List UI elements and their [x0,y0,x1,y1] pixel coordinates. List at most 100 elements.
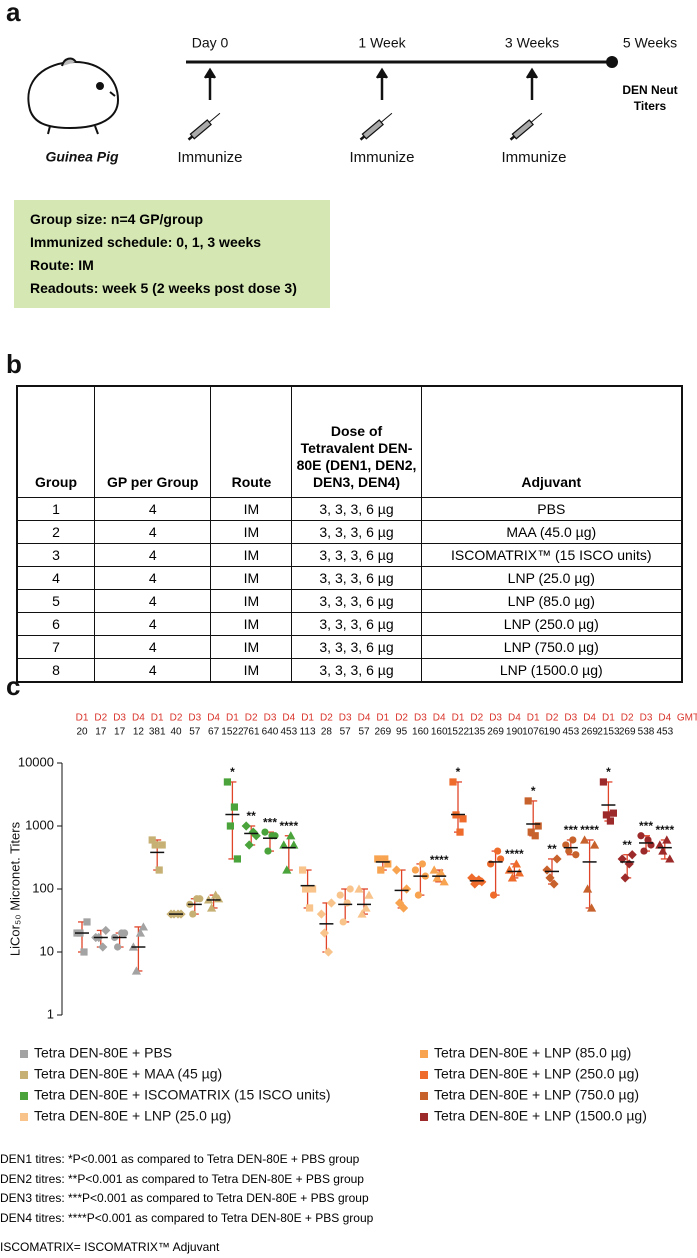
footnote: DEN2 titres: **P<0.001 as compared to Te… [0,1171,364,1186]
point [101,925,111,936]
point [226,822,234,830]
significance: *** [639,819,653,833]
header-cell: Dose of Tetravalent DEN-80E (DEN1, DEN2,… [291,385,422,498]
table-cell: IM [210,589,293,613]
table-cell: 4 [94,497,212,521]
significance: **** [279,819,298,833]
serotype-label: D3 [264,713,277,724]
time-label: 5 Weeks [623,35,677,51]
point [565,847,573,855]
table-cell: 3, 3, 3, 6 µg [291,543,422,567]
table-cell: 3, 3, 3, 6 µg [291,520,422,544]
point [534,822,542,830]
table-cell: IM [210,497,293,521]
point [511,859,521,868]
table-cell: 3, 3, 3, 6 µg [291,497,422,521]
serotype-label: D4 [358,713,371,724]
significance: **** [580,823,599,837]
dot-chart: 1 10 100 1000 10000 LiCor₅₀ Micronet. Titers D… [7,713,697,1124]
table-cell: 3, 3, 3, 6 µg [291,566,422,590]
point [121,929,129,937]
point [264,847,272,855]
point [357,909,367,918]
point [531,832,539,840]
legend-label: Tetra DEN-80E + ISCOMATRIX (15 ISCO unit… [34,1087,331,1103]
table-cell: 4 [94,520,212,544]
point [316,909,326,919]
serotype-label: D4 [282,713,295,724]
point [459,815,467,823]
significance: ** [547,842,557,856]
point [436,868,446,877]
gmt-value: 269 [619,727,636,738]
legend-swatch [420,1050,428,1058]
point [343,899,351,907]
legend-swatch [420,1113,428,1121]
gmt-value: 40 [170,727,182,738]
point [432,873,442,882]
panel-label: b [6,349,22,379]
table-cell: 6 [16,612,96,636]
point [477,877,487,887]
gmt-value: 269 [581,727,598,738]
point [617,854,627,864]
gmt-value: 453 [656,727,673,738]
gmt-value: 20 [76,727,88,738]
time-label: 3 Weeks [505,35,559,51]
significance: *** [564,823,578,837]
point [524,797,532,805]
point [392,865,402,875]
point [207,903,217,912]
point [286,831,296,840]
point [135,928,145,937]
info-line: Group size: n=4 GP/group [30,211,204,227]
point [467,873,477,883]
serotype-label: D3 [640,713,653,724]
legend-label: Tetra DEN-80E + LNP (750.0 µg) [434,1087,639,1103]
point [346,885,354,893]
point [381,855,389,863]
header-cell: Route [210,385,293,498]
significance: **** [655,823,674,837]
serotype-label: D1 [452,713,465,724]
y-tick-label: 100 [32,880,54,895]
point [552,854,562,864]
table-cell: MAA (45.0 µg) [420,520,683,544]
point [429,865,439,874]
table-cell: LNP (1500.0 µg) [420,658,683,683]
y-tick-label: 1000 [25,817,54,832]
legend-label: Tetra DEN-80E + MAA (45 µg) [34,1066,222,1082]
y-tick-label: 10 [40,943,54,958]
readout-label: DEN Neut Titers [622,83,678,113]
table-cell: 8 [16,658,96,683]
point [196,895,204,903]
table-cell: 2 [16,520,96,544]
significance: ** [247,809,257,823]
significance: ** [623,838,633,852]
point [361,903,371,912]
gmt-value: 17 [95,727,107,738]
legend-label: Tetra DEN-80E + LNP (250.0 µg) [434,1066,639,1082]
point [306,904,314,912]
serotype-label: D1 [602,713,615,724]
significance: **** [430,853,449,867]
footnote: DEN4 titres: ****P<0.001 as compared to … [0,1210,374,1225]
y-tick-label: 1 [47,1006,54,1021]
point [456,828,464,836]
point [655,840,665,849]
table-cell: 3, 3, 3, 6 µg [291,612,422,636]
point [326,898,336,908]
table-cell: IM [210,520,293,544]
serotype-label: D1 [376,713,389,724]
point [248,827,258,837]
gmt-value: 28 [321,727,333,738]
gmt-value: 538 [638,727,655,738]
point [289,840,299,849]
footnote: ISCOMATRIX= ISCOMATRIX™ Adjuvant [0,1240,220,1254]
point [151,841,159,849]
serotype-label: D2 [94,713,107,724]
action-label: Immunize [177,149,242,166]
point [439,877,449,886]
